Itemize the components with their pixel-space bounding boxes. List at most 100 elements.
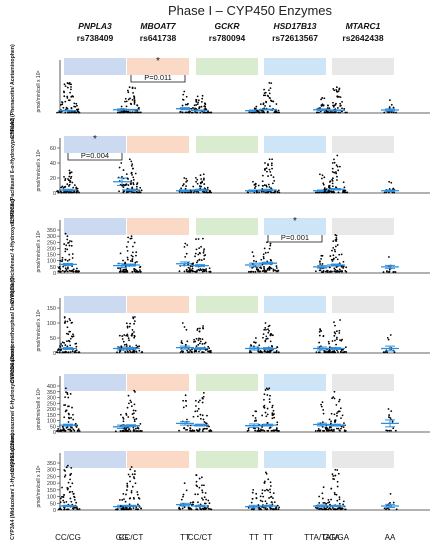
data-point xyxy=(336,336,338,339)
data-point xyxy=(202,351,205,354)
data-point xyxy=(130,172,133,175)
data-point xyxy=(269,244,272,247)
data-point xyxy=(272,176,275,179)
data-point xyxy=(199,413,202,416)
data-point xyxy=(126,335,129,337)
data-point xyxy=(333,331,336,334)
data-point xyxy=(331,167,334,170)
data-point xyxy=(133,111,136,114)
data-point xyxy=(386,429,389,432)
data-point xyxy=(322,182,325,185)
data-point xyxy=(268,158,271,161)
data-point xyxy=(394,429,397,432)
data-point xyxy=(263,429,266,432)
data-point xyxy=(344,508,347,511)
data-point xyxy=(186,428,189,431)
data-point xyxy=(335,256,337,259)
rsid-label: rs780094 xyxy=(209,33,246,43)
data-point xyxy=(121,429,124,432)
data-point xyxy=(124,262,126,265)
data-point xyxy=(119,111,122,114)
data-point xyxy=(75,501,78,504)
data-point xyxy=(331,162,334,164)
data-point xyxy=(131,187,134,190)
data-point xyxy=(328,342,330,345)
data-point xyxy=(61,256,64,259)
data-point xyxy=(139,191,142,194)
significance-bracket xyxy=(67,153,123,161)
data-point xyxy=(201,414,204,417)
data-point xyxy=(259,495,262,498)
y-axis-unit: pmol/min/cell x 10⁶ xyxy=(36,70,42,112)
data-point xyxy=(121,175,123,178)
group-box xyxy=(264,218,326,235)
data-point xyxy=(63,508,65,511)
data-point xyxy=(132,183,135,186)
y-tick-label: 350 xyxy=(47,461,56,467)
data-point xyxy=(182,93,185,96)
data-point xyxy=(66,107,69,110)
data-point xyxy=(119,267,122,270)
data-point xyxy=(336,165,339,168)
data-point xyxy=(130,490,133,492)
data-point xyxy=(341,101,343,103)
data-point xyxy=(343,107,346,110)
data-point xyxy=(131,163,134,166)
data-point xyxy=(264,326,267,329)
group-box xyxy=(127,218,189,235)
group-box xyxy=(264,136,326,153)
data-point xyxy=(342,351,345,354)
data-point xyxy=(341,507,344,509)
data-point xyxy=(68,253,71,256)
data-point xyxy=(331,111,333,113)
data-point xyxy=(270,501,273,503)
data-point xyxy=(257,429,260,432)
data-point xyxy=(192,415,195,418)
data-point xyxy=(337,111,340,114)
data-point xyxy=(123,110,125,112)
data-point xyxy=(185,177,188,180)
data-point xyxy=(273,501,276,503)
data-point xyxy=(138,349,141,352)
data-point xyxy=(71,321,73,324)
data-point xyxy=(259,103,262,106)
data-point xyxy=(336,95,339,98)
data-point xyxy=(122,418,125,420)
data-point xyxy=(264,251,267,254)
y-tick-label: 20 xyxy=(50,176,56,182)
data-point xyxy=(339,104,342,107)
data-point xyxy=(205,422,208,425)
data-point xyxy=(126,482,129,485)
data-point xyxy=(334,493,336,496)
data-point xyxy=(336,244,339,246)
data-point xyxy=(133,335,136,338)
data-point xyxy=(337,507,339,510)
data-point xyxy=(204,269,207,272)
data-point xyxy=(260,508,263,511)
data-point xyxy=(63,95,66,98)
data-point xyxy=(185,268,188,271)
data-point xyxy=(250,111,253,114)
data-point xyxy=(133,95,135,98)
data-point xyxy=(135,254,137,257)
data-point xyxy=(323,191,326,193)
data-point xyxy=(321,492,324,495)
data-point xyxy=(134,270,137,273)
data-point xyxy=(208,267,211,270)
data-point xyxy=(189,501,192,504)
y-axis-unit: pmol/min/cell x 10⁶ xyxy=(36,309,42,351)
data-point xyxy=(326,427,329,430)
data-point xyxy=(191,263,194,265)
data-point xyxy=(196,103,199,106)
data-point xyxy=(266,268,269,270)
data-point xyxy=(200,100,203,103)
data-point xyxy=(126,110,128,113)
data-point xyxy=(278,430,280,432)
data-point xyxy=(259,430,262,432)
data-point xyxy=(64,344,67,346)
data-point xyxy=(125,270,127,273)
data-point xyxy=(195,405,197,407)
data-point xyxy=(122,186,125,188)
data-point xyxy=(202,325,205,327)
data-point xyxy=(201,338,204,341)
